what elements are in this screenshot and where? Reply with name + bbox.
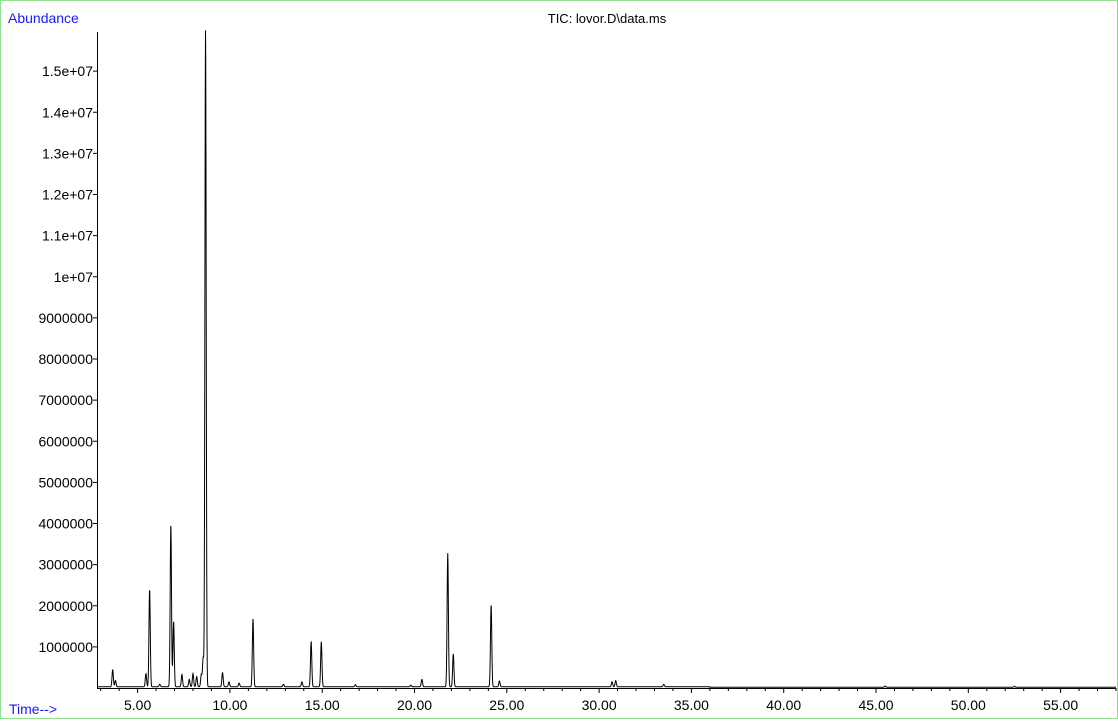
y-tick-label: 1.3e+07	[42, 145, 93, 161]
y-tick-label: 8000000	[38, 351, 93, 367]
y-tick-label: 7000000	[38, 392, 93, 408]
y-tick-label: 9000000	[38, 310, 93, 326]
y-tick-label: 1.2e+07	[42, 187, 93, 203]
y-axis-label: Abundance	[8, 10, 79, 26]
y-tick-label: 4000000	[38, 516, 93, 532]
x-tick-label: 45.00	[858, 697, 893, 713]
x-tick-label: 10.00	[212, 697, 247, 713]
tic-trace	[97, 30, 1116, 688]
y-tick-label: 6000000	[38, 433, 93, 449]
x-axis-label: Time-->	[9, 701, 57, 717]
x-tick-label: 40.00	[766, 697, 801, 713]
x-tick-label: 50.00	[951, 697, 986, 713]
y-tick-label: 1.5e+07	[42, 63, 93, 79]
y-tick-label: 1.4e+07	[42, 104, 93, 120]
x-tick-label: 5.00	[124, 697, 151, 713]
x-tick-label: 25.00	[489, 697, 524, 713]
x-tick-label: 15.00	[305, 697, 340, 713]
y-tick-label: 1.1e+07	[42, 228, 93, 244]
x-tick-label: 55.00	[1043, 697, 1078, 713]
x-tick-label: 20.00	[397, 697, 432, 713]
y-tick-label: 1e+07	[54, 269, 94, 285]
y-tick-label: 2000000	[38, 598, 93, 614]
y-ticks: 1000000 2000000 3000000 4000000 5000000 60000…	[38, 63, 97, 655]
x-ticks: 5.00 10.00 15.00 20.00 25.00 30.00 35.00 40.00 4…	[100, 688, 1117, 713]
x-tick-label: 35.00	[674, 697, 709, 713]
x-tick-label: 30.00	[582, 697, 617, 713]
y-tick-label: 5000000	[38, 474, 93, 490]
y-tick-label: 3000000	[38, 557, 93, 573]
y-tick-label: 1000000	[38, 639, 93, 655]
chart-title: TIC: lovor.D\data.ms	[548, 11, 667, 26]
